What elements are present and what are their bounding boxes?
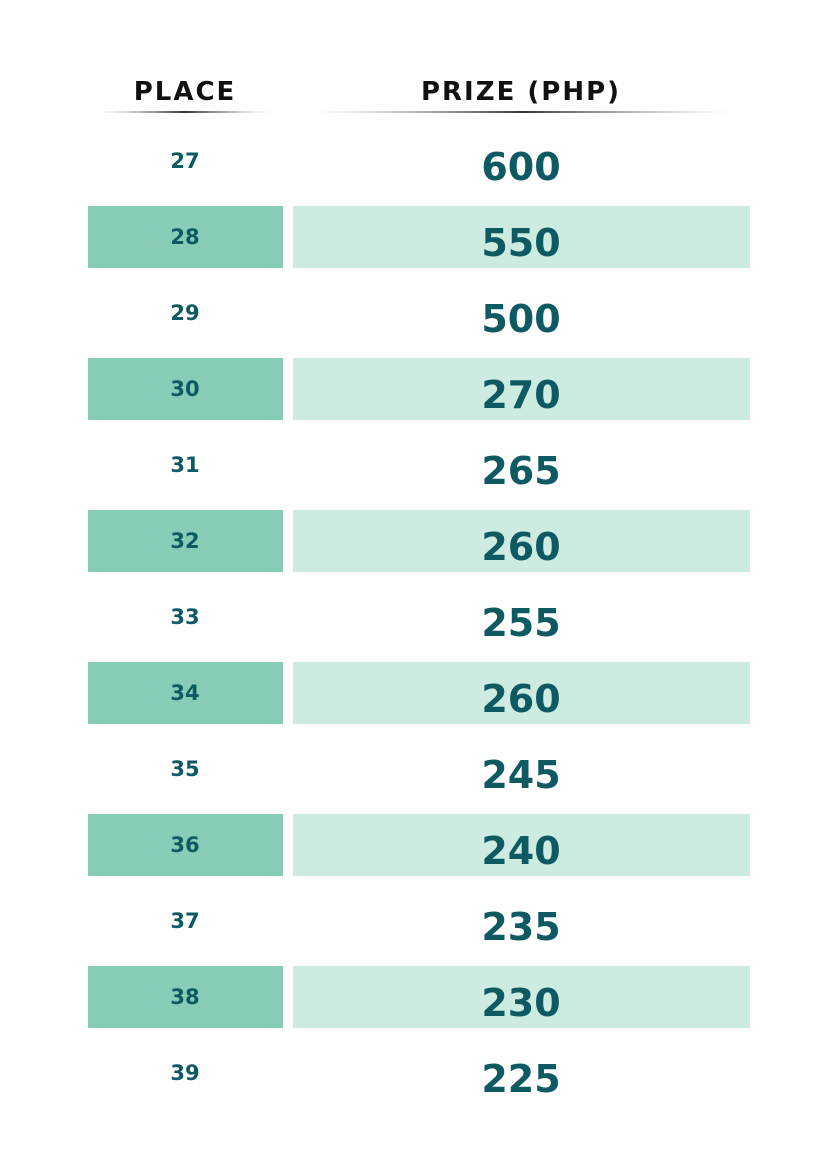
place-cell: 29	[170, 301, 199, 325]
prize-cell: 270	[481, 373, 560, 417]
place-cell: 36	[170, 833, 199, 857]
prize-cell: 600	[481, 145, 560, 189]
place-band	[88, 510, 283, 572]
prize-band	[293, 510, 750, 572]
header-prize: PRIZE (PHP)	[421, 77, 621, 107]
prize-cell: 225	[481, 1057, 560, 1101]
place-cell: 34	[170, 681, 199, 705]
place-cell: 32	[170, 529, 199, 553]
prize-cell: 260	[481, 525, 560, 569]
place-cell: 38	[170, 985, 199, 1009]
prize-cell: 500	[481, 297, 560, 341]
place-cell: 27	[170, 149, 199, 173]
place-cell: 28	[170, 225, 199, 249]
place-band	[88, 662, 283, 724]
place-cell: 33	[170, 605, 199, 629]
prize-band	[293, 206, 750, 268]
prize-cell: 235	[481, 905, 560, 949]
prize-cell: 265	[481, 449, 560, 493]
place-band	[88, 966, 283, 1028]
place-cell: 35	[170, 757, 199, 781]
header-place: PLACE	[134, 77, 237, 107]
header-underline	[100, 111, 270, 113]
prize-band	[293, 814, 750, 876]
place-band	[88, 206, 283, 268]
place-cell: 37	[170, 909, 199, 933]
place-band	[88, 814, 283, 876]
prize-cell: 230	[481, 981, 560, 1025]
place-cell: 30	[170, 377, 199, 401]
prize-band	[293, 966, 750, 1028]
prize-cell: 255	[481, 601, 560, 645]
prize-cell: 550	[481, 221, 560, 265]
prize-band	[293, 662, 750, 724]
prize-cell: 245	[481, 753, 560, 797]
prize-cell: 240	[481, 829, 560, 873]
prize-band	[293, 358, 750, 420]
prize-cell: 260	[481, 677, 560, 721]
header-underline	[315, 111, 730, 113]
place-cell: 31	[170, 453, 199, 477]
place-band	[88, 358, 283, 420]
place-cell: 39	[170, 1061, 199, 1085]
